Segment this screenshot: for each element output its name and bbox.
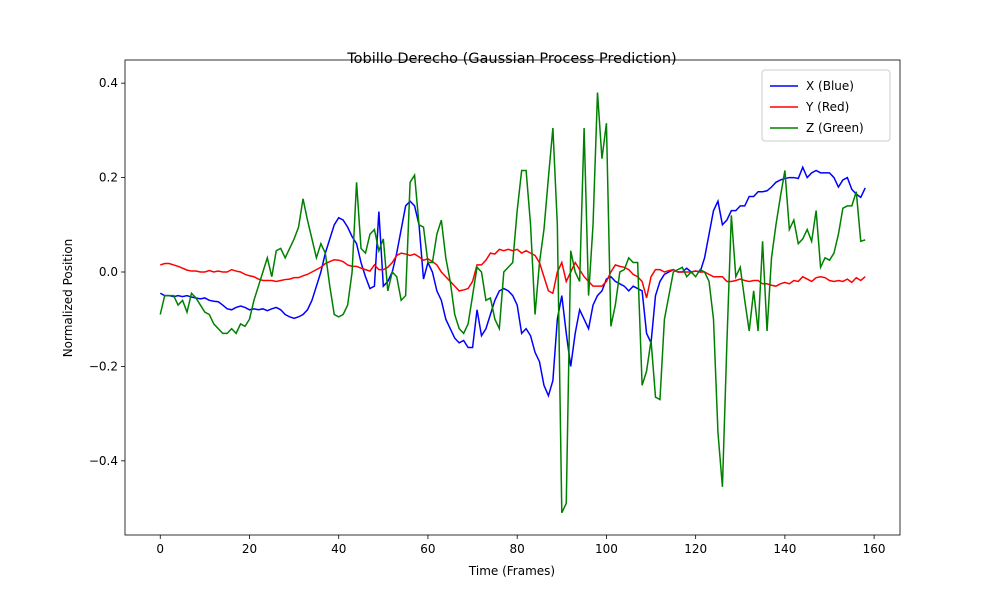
legend-box [761,69,891,142]
series-line [159,92,866,514]
y-tick-label: 0.2 [99,171,118,185]
y-tick-label: −0.2 [89,359,118,373]
y-axis-label: Normalized Position [61,239,75,358]
x-tick-label: 140 [773,542,796,556]
y-tick-label: 0.4 [99,76,118,90]
x-tick-label: 20 [242,542,257,556]
series-line [160,248,866,299]
x-tick-label: 120 [684,542,707,556]
chart-title: Tobillo Derecho (Gaussian Process Predic… [346,51,676,67]
y-tick-label: 0.0 [99,265,118,279]
legend-label: Y (Red) [805,100,849,114]
plot-area [124,59,901,536]
x-tick-label: 40 [331,542,346,556]
x-axis-label: Time (Frames) [468,564,555,578]
x-tick-label: 60 [420,542,435,556]
x-tick-label: 80 [510,542,525,556]
y-tick-label: −0.4 [89,454,118,468]
series-line [159,165,866,398]
legend-label: X (Blue) [806,79,854,93]
legend-label: Z (Green) [806,121,864,135]
x-tick-label: 0 [156,542,164,556]
x-tick-label: 100 [595,542,618,556]
x-tick-label: 160 [863,542,886,556]
